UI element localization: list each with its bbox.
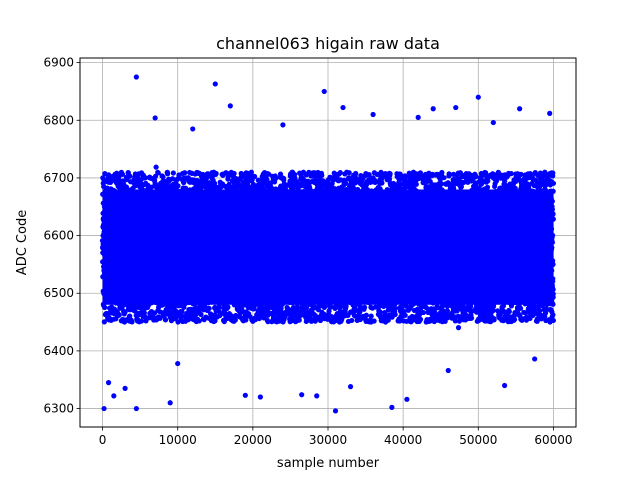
data-point (206, 305, 212, 312)
data-point (179, 309, 185, 315)
data-point (304, 304, 310, 311)
data-point (119, 171, 126, 178)
data-point (198, 311, 204, 318)
data-point (239, 307, 245, 313)
data-point (232, 317, 238, 323)
data-point (101, 319, 107, 325)
data-point (264, 176, 270, 182)
data-point (142, 175, 149, 181)
data-point (143, 318, 149, 324)
data-point (106, 172, 112, 178)
data-point (343, 180, 349, 186)
data-point (225, 304, 231, 310)
data-point (212, 318, 218, 324)
data-points (99, 74, 557, 414)
data-point (170, 170, 176, 176)
data-point (123, 184, 130, 190)
data-point (277, 171, 284, 177)
data-point (255, 177, 261, 183)
data-point (337, 170, 343, 176)
data-point (175, 183, 181, 189)
data-point (127, 173, 133, 179)
data-point (155, 170, 161, 176)
data-point (251, 173, 258, 180)
data-point (319, 172, 325, 178)
data-point (266, 171, 272, 177)
data-point (207, 311, 214, 317)
data-point (213, 170, 219, 177)
data-point (141, 310, 147, 316)
data-point (122, 309, 128, 315)
data-point (129, 319, 135, 325)
data-point (102, 304, 108, 311)
data-point (349, 317, 355, 324)
data-point (127, 313, 133, 319)
data-point (231, 170, 237, 177)
data-point (182, 170, 188, 176)
data-point (343, 303, 349, 309)
data-point (243, 317, 249, 323)
data-point (272, 176, 279, 182)
data-point (289, 315, 295, 321)
data-point (265, 319, 271, 325)
data-point (181, 180, 187, 186)
data-point (164, 171, 171, 177)
data-point (162, 317, 169, 323)
data-point (196, 318, 202, 324)
data-point (138, 318, 145, 324)
data-point (296, 317, 302, 323)
data-point (346, 170, 352, 176)
data-point (153, 164, 159, 170)
data-point (278, 305, 284, 311)
data-point (248, 169, 254, 175)
data-point (142, 314, 148, 320)
data-point (160, 174, 166, 180)
data-point (312, 173, 318, 179)
data-point (116, 312, 122, 318)
data-point (152, 173, 159, 179)
